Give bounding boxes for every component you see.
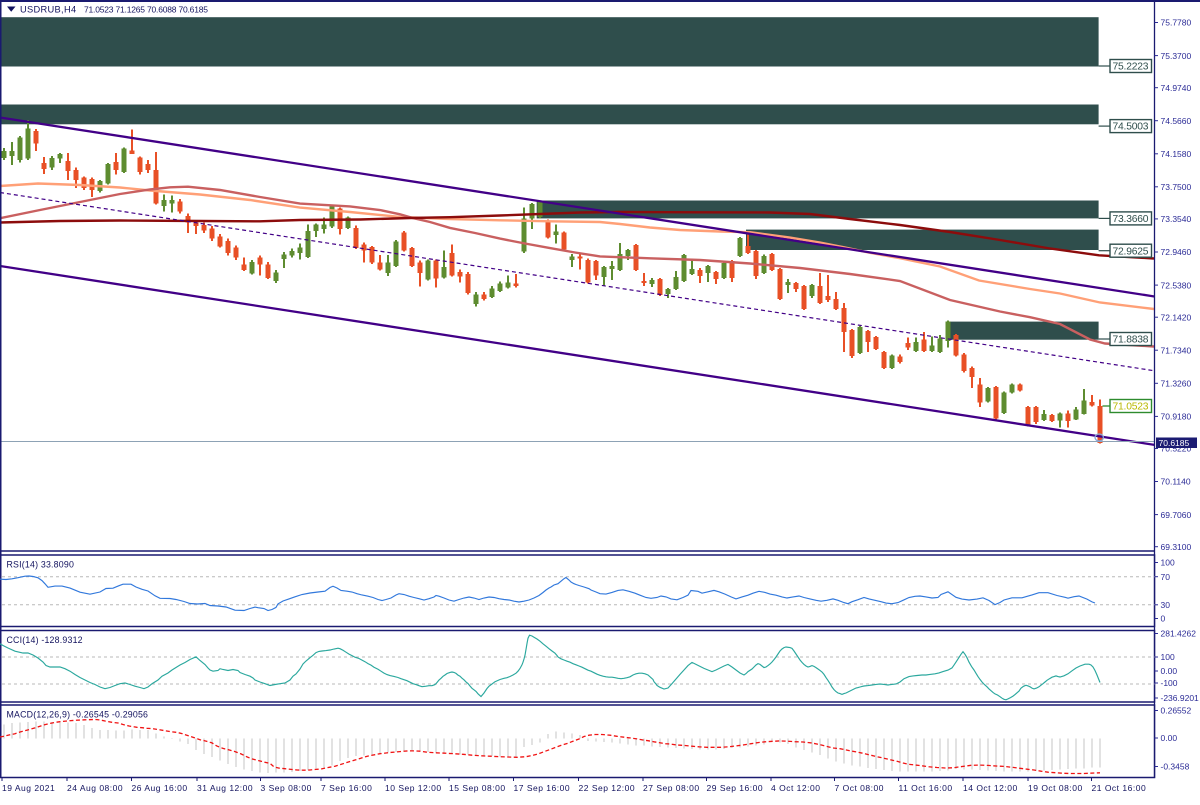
svg-text:72.9625: 72.9625: [1113, 246, 1149, 257]
svg-text:69.7060: 69.7060: [1161, 510, 1192, 520]
svg-text:-100: -100: [1161, 678, 1178, 688]
svg-text:71.8838: 71.8838: [1113, 335, 1149, 346]
svg-text:75.3700: 75.3700: [1161, 51, 1192, 61]
svg-text:30: 30: [1161, 600, 1171, 610]
svg-text:74.5003: 74.5003: [1113, 122, 1149, 133]
svg-text:7 Oct 08:00: 7 Oct 08:00: [835, 783, 884, 793]
svg-text:100: 100: [1161, 558, 1175, 568]
svg-text:USDRUB,H4: USDRUB,H4: [20, 5, 76, 15]
svg-text:22 Sep 12:00: 22 Sep 12:00: [579, 783, 636, 793]
svg-text:19 Oct 08:00: 19 Oct 08:00: [1028, 783, 1083, 793]
svg-text:71.0523 71.1265 70.6088 70.618: 71.0523 71.1265 70.6088 70.6185: [84, 5, 208, 15]
svg-text:29 Sep 16:00: 29 Sep 16:00: [707, 783, 764, 793]
svg-text:0.00: 0.00: [1161, 733, 1178, 743]
svg-text:73.3660: 73.3660: [1113, 214, 1149, 225]
svg-text:100: 100: [1161, 652, 1175, 662]
svg-text:14 Oct 12:00: 14 Oct 12:00: [963, 783, 1018, 793]
svg-text:7 Sep 16:00: 7 Sep 16:00: [321, 783, 372, 793]
svg-text:0.26552: 0.26552: [1161, 706, 1192, 716]
svg-text:72.1420: 72.1420: [1161, 312, 1192, 322]
svg-text:21 Oct 16:00: 21 Oct 16:00: [1092, 783, 1147, 793]
svg-text:70.9180: 70.9180: [1161, 412, 1192, 422]
svg-text:70: 70: [1161, 572, 1171, 582]
svg-text:3 Sep 08:00: 3 Sep 08:00: [261, 783, 312, 793]
svg-text:75.2223: 75.2223: [1113, 62, 1149, 73]
svg-text:27 Sep 08:00: 27 Sep 08:00: [643, 783, 700, 793]
svg-text:69.3100: 69.3100: [1161, 542, 1192, 552]
svg-text:-236.9201: -236.9201: [1161, 693, 1200, 703]
svg-text:70.1140: 70.1140: [1161, 477, 1191, 487]
svg-text:24 Aug 08:00: 24 Aug 08:00: [67, 783, 123, 793]
svg-text:0: 0: [1161, 614, 1166, 624]
svg-text:71.0523: 71.0523: [1113, 402, 1149, 413]
svg-text:72.9460: 72.9460: [1161, 247, 1192, 257]
svg-text:72.5380: 72.5380: [1161, 280, 1192, 290]
svg-text:71.7340: 71.7340: [1161, 345, 1192, 355]
svg-text:31 Aug 12:00: 31 Aug 12:00: [197, 783, 253, 793]
svg-text:73.7500: 73.7500: [1161, 182, 1192, 192]
svg-text:74.1580: 74.1580: [1161, 149, 1192, 159]
svg-text:19 Aug 2021: 19 Aug 2021: [2, 783, 55, 793]
svg-text:70.6185: 70.6185: [1159, 438, 1190, 448]
svg-text:74.9740: 74.9740: [1161, 83, 1192, 93]
svg-text:281.4262: 281.4262: [1161, 629, 1197, 639]
svg-text:26 Aug 16:00: 26 Aug 16:00: [132, 783, 188, 793]
svg-text:15 Sep 08:00: 15 Sep 08:00: [449, 783, 506, 793]
svg-text:74.5660: 74.5660: [1161, 116, 1192, 126]
svg-text:71.3260: 71.3260: [1161, 379, 1192, 389]
svg-text:10 Sep 12:00: 10 Sep 12:00: [385, 783, 442, 793]
svg-text:0.00: 0.00: [1161, 666, 1178, 676]
svg-text:4 Oct 12:00: 4 Oct 12:00: [771, 783, 820, 793]
svg-text:70.5220: 70.5220: [1161, 444, 1192, 454]
svg-text:73.3540: 73.3540: [1161, 214, 1192, 224]
svg-text:CCI(14) -128.9312: CCI(14) -128.9312: [7, 635, 83, 645]
svg-text:17 Sep 16:00: 17 Sep 16:00: [514, 783, 571, 793]
svg-text:-0.3458: -0.3458: [1161, 762, 1190, 772]
svg-text:MACD(12,26,9) -0.26545 -0.2905: MACD(12,26,9) -0.26545 -0.29056: [7, 710, 149, 720]
svg-text:11 Oct 16:00: 11 Oct 16:00: [899, 783, 953, 793]
svg-text:75.7780: 75.7780: [1161, 18, 1192, 28]
svg-text:RSI(14) 33.8090: RSI(14) 33.8090: [7, 560, 75, 570]
